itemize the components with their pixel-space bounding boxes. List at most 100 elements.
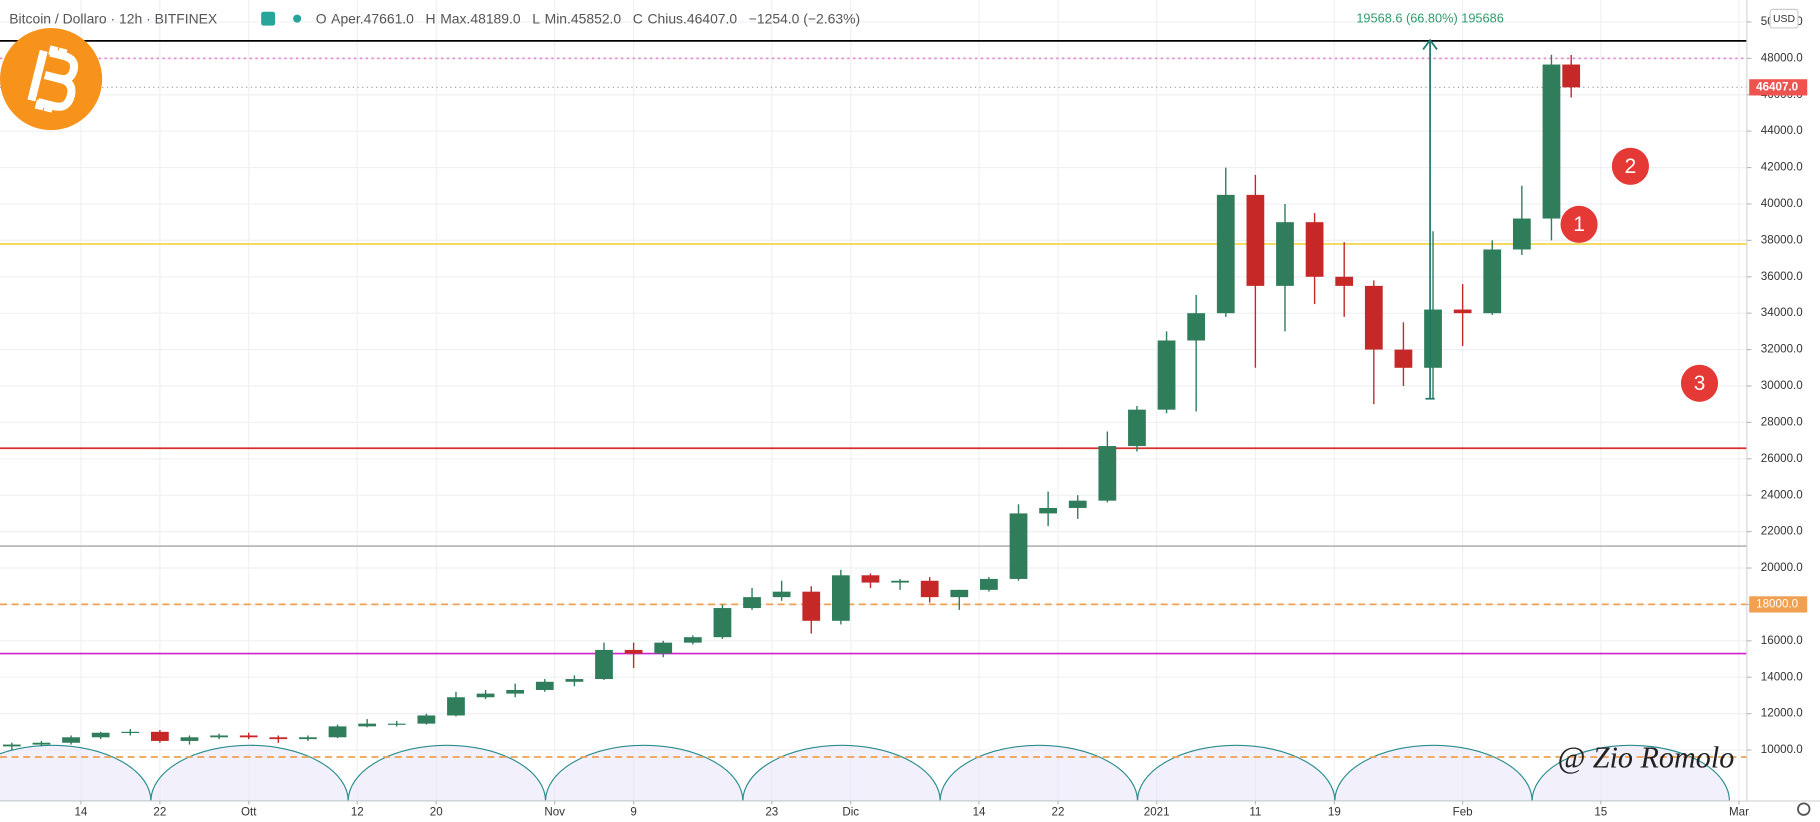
cycle-arc — [1334, 744, 1533, 802]
ohlc-item: −1254.0 (−2.63%) — [749, 11, 860, 27]
status-icon[interactable] — [261, 11, 276, 26]
ohlc-item: L — [532, 11, 540, 27]
candle-body — [1128, 409, 1146, 447]
candle-body — [772, 591, 791, 598]
ohlc-item: C — [633, 11, 643, 27]
ohlc-item: Aper.47661.0 — [331, 11, 414, 27]
badge-label: 3 — [1694, 372, 1706, 395]
currency: USD — [1773, 14, 1795, 25]
x-tick-label: Mar — [1729, 806, 1749, 819]
candle-body — [358, 723, 377, 727]
candle-body — [210, 735, 228, 738]
measure-label: 19568.6 (66.80%) 195686 — [1356, 11, 1503, 26]
candle-body — [1512, 218, 1531, 250]
candle-body — [1246, 194, 1265, 286]
status-dot — [293, 14, 302, 23]
level-tag — [1749, 596, 1808, 613]
candle-body — [1335, 276, 1354, 286]
candle-body — [1216, 194, 1235, 314]
cycle-arc — [347, 744, 547, 802]
x-tick-label: 15 — [1594, 806, 1607, 819]
x-tick-label: 22 — [153, 806, 166, 819]
badge — [1560, 205, 1598, 243]
ohlc-item: Chius.46407.0 — [647, 11, 737, 27]
x-tick-label: 14 — [973, 806, 986, 819]
candle-body — [1453, 309, 1472, 314]
candle-body — [91, 732, 110, 738]
y-tick-label: 30000.0 — [1761, 379, 1803, 392]
x-tick-label: 9 — [630, 806, 636, 819]
ohlc-item: Min.45852.0 — [545, 11, 622, 27]
candle-body — [447, 697, 465, 716]
y-tick-label: 22000.0 — [1761, 525, 1803, 538]
candle-body — [1394, 349, 1413, 368]
axes: 10000.0 12000.0 14000.0 16000.0 18000.0 20000… — [74, 15, 1808, 819]
y-tick-label: 38000.0 — [1761, 233, 1803, 246]
logo-b — [27, 45, 79, 113]
settings-icon[interactable] — [1797, 802, 1811, 816]
price-tag — [1749, 79, 1808, 96]
candle-body — [62, 737, 80, 743]
y-tick-label: 28000.0 — [1761, 415, 1803, 428]
candle-body — [1424, 309, 1442, 368]
candle-body — [1542, 64, 1561, 219]
y-tick-label: 14000.0 — [1761, 670, 1803, 683]
x-tick-label: Feb — [1453, 806, 1473, 819]
candle-body — [151, 731, 169, 741]
candle-body — [654, 642, 673, 654]
candles — [2, 54, 1581, 751]
candle-body — [32, 742, 51, 745]
y-tick-label: 10000.0 — [1761, 743, 1803, 756]
cycle-arc — [1136, 744, 1336, 802]
candle-body — [387, 723, 406, 725]
badge — [1611, 147, 1649, 185]
y-tick-label: 36000.0 — [1761, 270, 1803, 283]
candle-body — [683, 637, 702, 643]
currency-box[interactable] — [1769, 8, 1799, 29]
candle-body — [1068, 500, 1087, 508]
measure-arrow — [1422, 38, 1438, 50]
badge — [1680, 364, 1719, 402]
x-tick-label: 22 — [1052, 806, 1065, 819]
price-tag-label: 46407.0 — [1756, 80, 1798, 93]
cycle-arc — [150, 744, 349, 802]
price-axis — [1746, 0, 1820, 802]
candle-body — [980, 578, 998, 590]
candle-body — [861, 575, 880, 583]
candle-body — [624, 649, 643, 654]
candle-body — [891, 580, 909, 583]
candle-body — [1187, 313, 1206, 341]
candle-body — [417, 715, 436, 724]
candle-body — [565, 679, 584, 682]
x-tick-label: Nov — [544, 806, 565, 819]
candle-body — [299, 737, 317, 740]
x-tick-label: 20 — [430, 806, 443, 819]
level-tag-label: 18000.0 — [1756, 597, 1798, 610]
candle-body — [239, 735, 258, 738]
x-tick-label: 11 — [1249, 806, 1261, 819]
cycle-arc — [0, 744, 152, 802]
candle-body — [743, 597, 761, 609]
y-tick-label: 44000.0 — [1761, 124, 1803, 137]
candle-body — [1305, 222, 1324, 277]
x-tick-label: Ott — [241, 806, 257, 819]
candle-body — [506, 689, 525, 694]
y-tick-label: 20000.0 — [1761, 561, 1803, 574]
x-tick-label: 12 — [351, 806, 364, 819]
candle-body — [1364, 285, 1383, 350]
candle-body — [595, 649, 613, 680]
candle-body — [1039, 507, 1058, 514]
x-tick-label: Dic — [842, 806, 859, 819]
y-tick-label: 48000.0 — [1761, 51, 1803, 64]
candle-body — [269, 737, 288, 740]
ohlc-item: H — [426, 11, 436, 27]
y-tick-label: 12000.0 — [1761, 707, 1803, 720]
cycle-arc — [939, 744, 1139, 802]
watermark: @ Zio Romolo — [1557, 740, 1734, 774]
badge-label: 1 — [1573, 213, 1585, 236]
y-tick-label: 34000.0 — [1761, 306, 1803, 319]
y-tick-label: 32000.0 — [1761, 343, 1803, 356]
grid — [0, 0, 1747, 802]
time-axis — [0, 801, 1820, 822]
